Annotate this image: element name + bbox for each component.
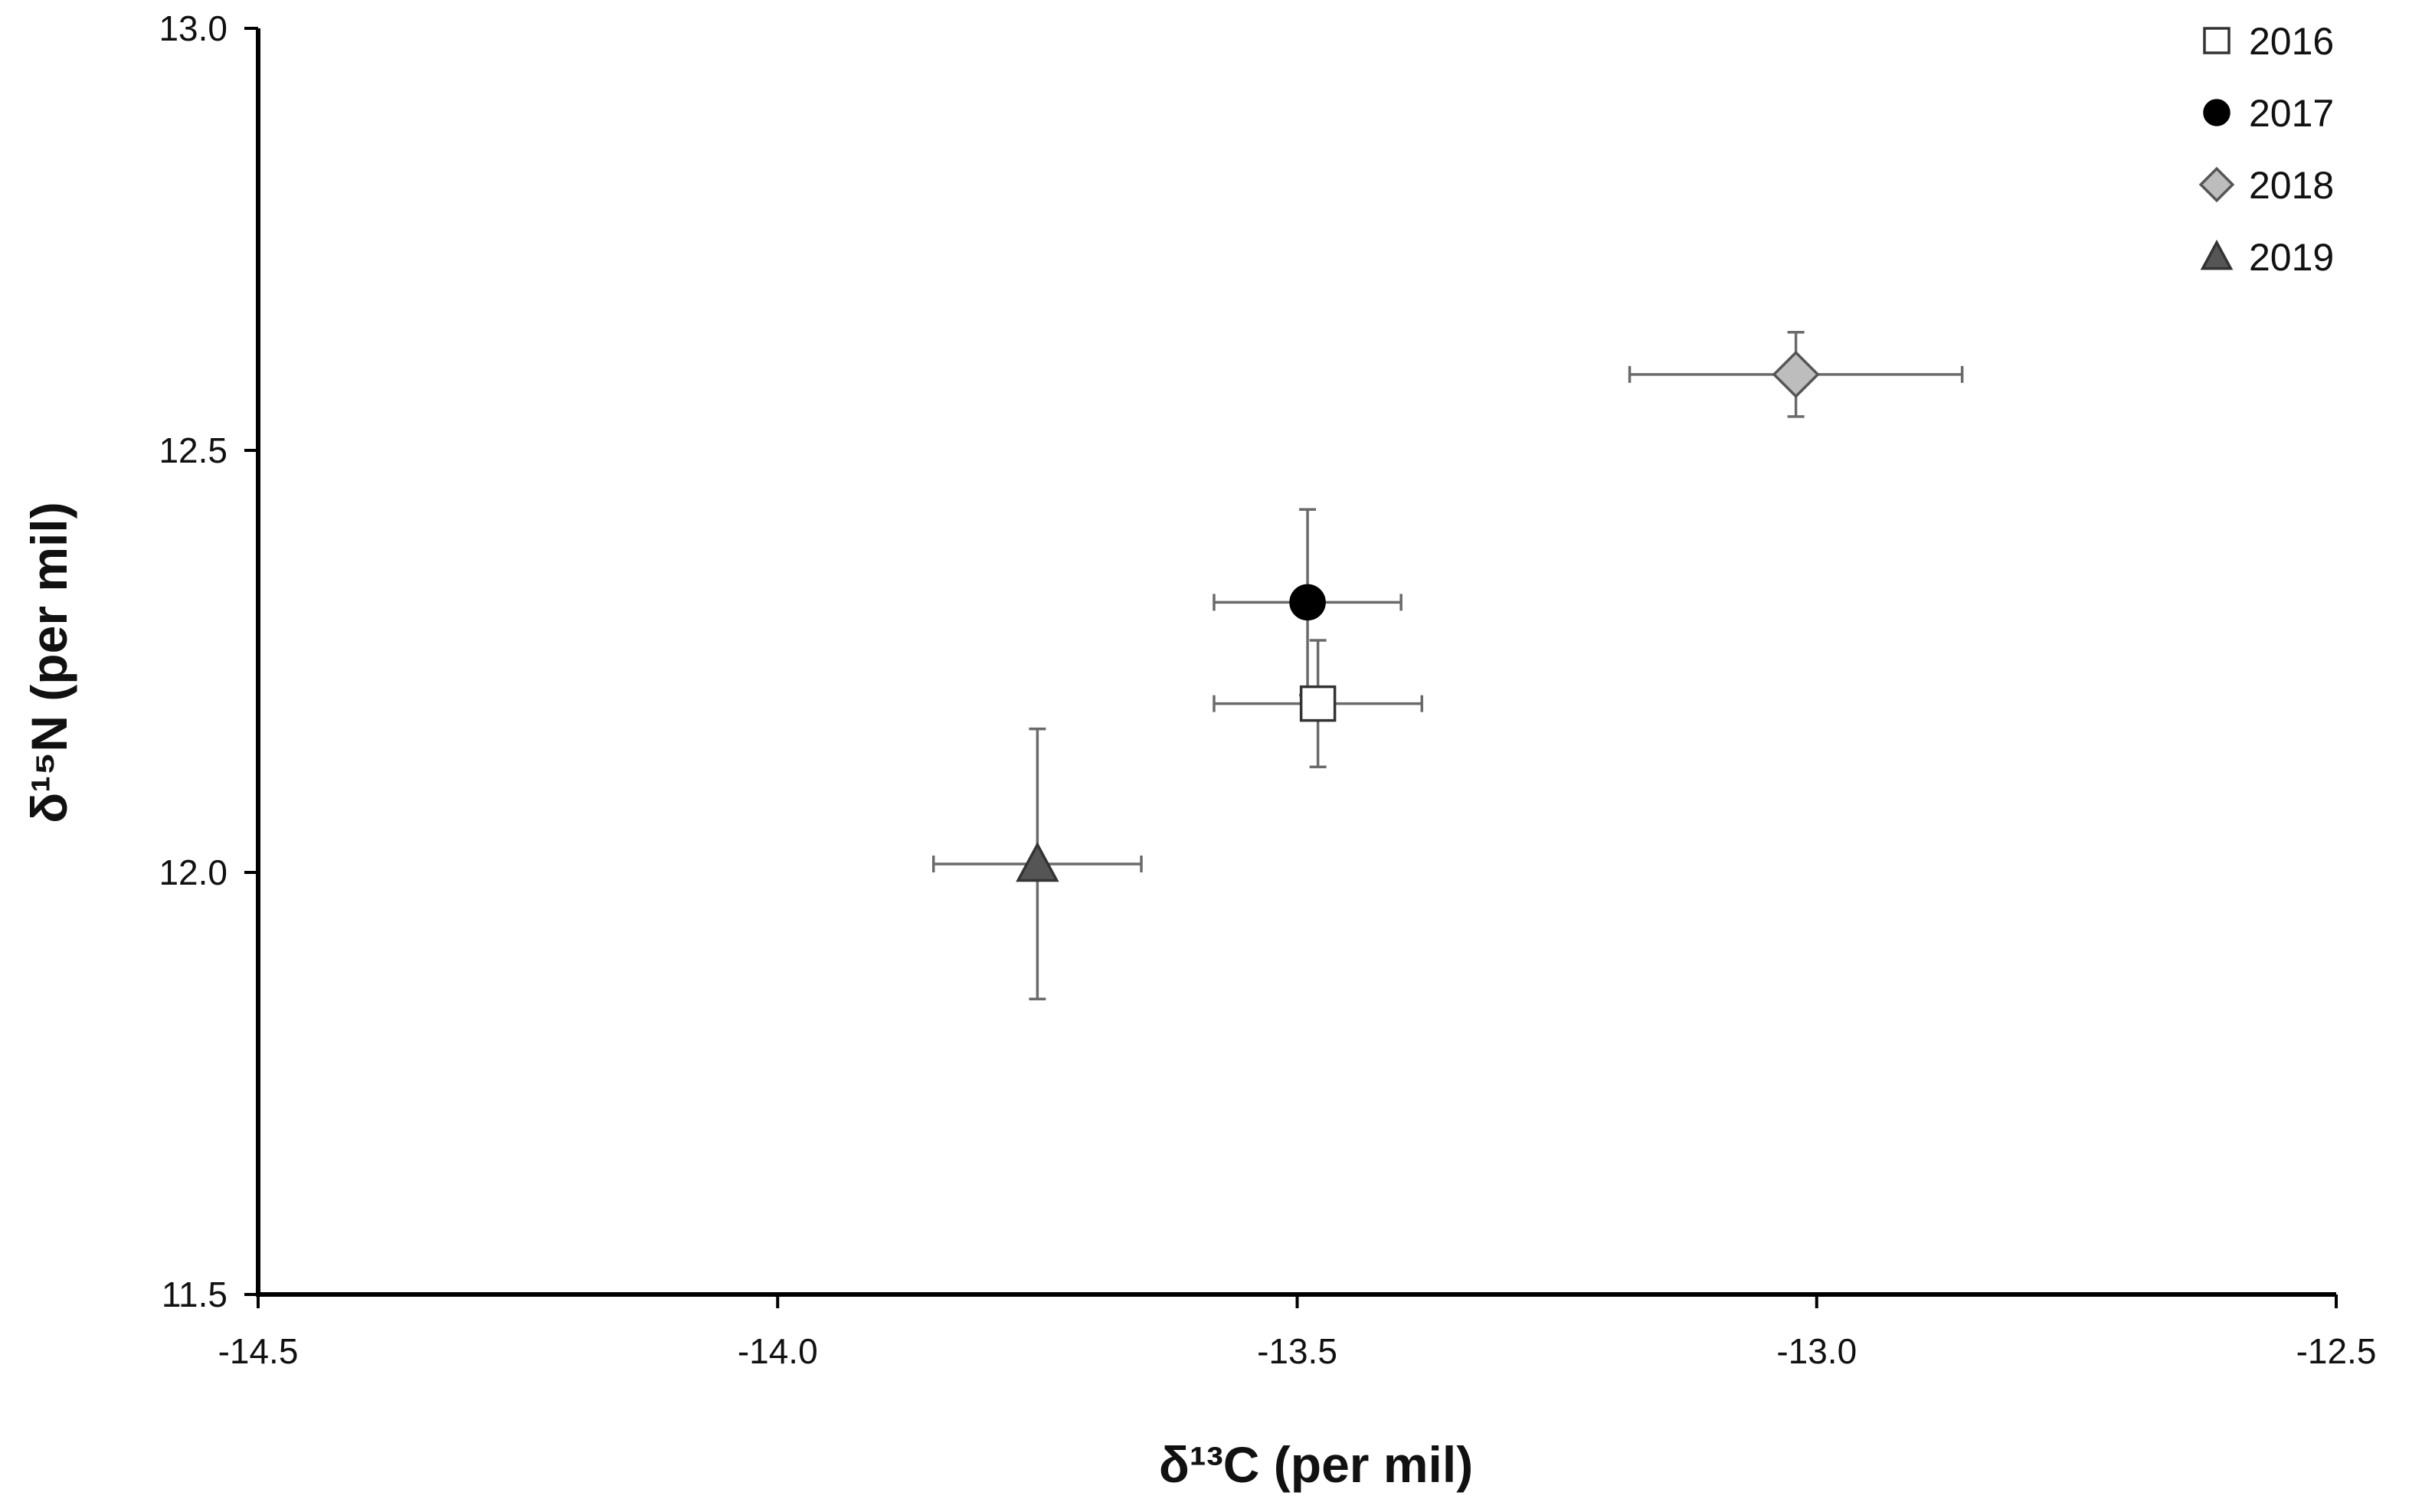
y-tick-label: 11.5 <box>162 1275 227 1314</box>
data-point <box>1016 841 1059 882</box>
data-point <box>1289 584 1326 621</box>
legend-label: 2016 <box>2249 20 2334 63</box>
data-point <box>1299 685 1337 722</box>
data-point <box>1772 350 1820 398</box>
x-axis-title: δ¹³C (per mil) <box>1159 1436 1473 1493</box>
x-tick-label: -14.0 <box>738 1331 818 1371</box>
data-markers <box>1016 350 1820 882</box>
plot-area: -14.5 -14.0 -13.5 -13.0 -12.5 11.5 12.0 12.5 13.… <box>159 8 2376 1371</box>
y-tick-label: 12.0 <box>159 853 227 892</box>
legend-label: 2018 <box>2249 164 2334 207</box>
legend-label: 2019 <box>2249 236 2334 279</box>
y-tick-label: 13.0 <box>159 8 227 48</box>
x-tick-label: -12.5 <box>2296 1331 2377 1371</box>
legend: 2016 2017 2018 2019 <box>2198 20 2334 279</box>
legend-marker <box>2198 166 2235 203</box>
legend-marker <box>2200 239 2234 270</box>
x-tick-label: -13.0 <box>1776 1331 1857 1371</box>
x-tick-label: -13.5 <box>1257 1331 1337 1371</box>
legend-marker <box>2203 99 2231 126</box>
y-tick-label: 12.5 <box>159 430 227 470</box>
x-tick-label: -14.5 <box>218 1331 299 1371</box>
legend-marker <box>2203 27 2231 54</box>
error-bars <box>931 330 1964 1001</box>
y-axis-title: δ¹⁵N (per mil) <box>21 502 77 823</box>
legend-label: 2017 <box>2249 92 2334 135</box>
